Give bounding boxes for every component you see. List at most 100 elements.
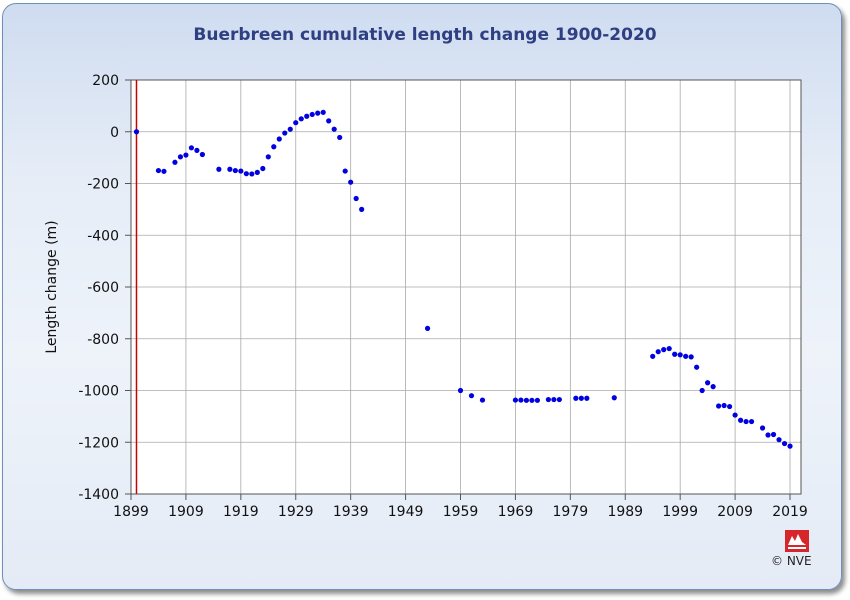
data-point bbox=[161, 168, 167, 174]
x-tick-label: 2009 bbox=[717, 504, 753, 520]
x-tick-label: 1969 bbox=[498, 504, 534, 520]
y-tick-label: -1400 bbox=[78, 487, 119, 503]
data-point bbox=[315, 110, 321, 116]
data-point bbox=[326, 118, 332, 124]
data-point bbox=[518, 397, 524, 403]
data-point bbox=[611, 395, 617, 401]
data-point bbox=[227, 166, 233, 172]
data-point bbox=[348, 179, 354, 185]
data-point bbox=[479, 397, 486, 403]
data-point bbox=[716, 403, 722, 409]
data-point bbox=[759, 425, 766, 431]
chart-title: Buerbreen cumulative length change 1900-… bbox=[193, 25, 657, 45]
data-point bbox=[748, 418, 755, 425]
data-point bbox=[243, 171, 249, 177]
data-point bbox=[765, 432, 771, 438]
data-points bbox=[133, 109, 793, 449]
data-point bbox=[309, 111, 315, 118]
data-point bbox=[331, 126, 337, 132]
data-point bbox=[694, 364, 700, 370]
data-point bbox=[743, 418, 749, 425]
data-point bbox=[249, 171, 255, 177]
y-tick-label: -1000 bbox=[78, 384, 119, 400]
y-tick-label: -1200 bbox=[78, 435, 119, 451]
data-point bbox=[578, 395, 584, 401]
y-tick-label: -800 bbox=[87, 332, 119, 348]
data-point bbox=[688, 354, 694, 360]
data-point bbox=[683, 353, 689, 359]
data-point bbox=[584, 395, 590, 401]
data-point bbox=[216, 166, 222, 172]
data-point bbox=[468, 393, 475, 399]
data-point bbox=[787, 443, 793, 449]
data-point bbox=[265, 154, 271, 160]
data-point bbox=[133, 129, 140, 135]
copyright-text: © NVE bbox=[771, 554, 812, 568]
data-point bbox=[672, 351, 678, 357]
data-point bbox=[699, 387, 705, 394]
x-tick-label: 1909 bbox=[168, 504, 204, 520]
data-point bbox=[705, 380, 711, 386]
data-point bbox=[188, 145, 195, 151]
data-point bbox=[666, 345, 672, 352]
data-point bbox=[232, 167, 238, 174]
data-point bbox=[177, 154, 184, 160]
y-tick-label: -600 bbox=[87, 280, 119, 296]
data-point bbox=[276, 136, 282, 142]
data-point bbox=[353, 195, 359, 202]
data-point bbox=[710, 384, 716, 390]
data-point bbox=[545, 396, 551, 403]
data-point bbox=[260, 165, 266, 172]
data-point bbox=[721, 402, 727, 409]
data-point bbox=[271, 144, 277, 150]
data-point bbox=[650, 353, 656, 359]
data-point bbox=[677, 352, 683, 358]
data-point bbox=[304, 113, 310, 119]
data-point bbox=[776, 437, 782, 443]
x-tick-label: 1919 bbox=[223, 504, 259, 520]
axes: 1899 1909 1919 1929 1939 1949 1959 1969 1979 1989… bbox=[78, 73, 808, 520]
data-point bbox=[194, 147, 200, 153]
data-point bbox=[573, 395, 579, 401]
data-point bbox=[512, 397, 519, 403]
data-point bbox=[781, 440, 788, 447]
x-tick-label: 1989 bbox=[607, 504, 643, 520]
y-axis-label: Length change (m) bbox=[44, 220, 60, 353]
data-point bbox=[238, 168, 244, 174]
y-tick-label: 200 bbox=[92, 73, 119, 89]
data-point bbox=[342, 168, 348, 174]
data-point bbox=[320, 109, 326, 115]
data-point bbox=[737, 417, 744, 423]
data-point bbox=[282, 130, 288, 136]
x-tick-label: 1929 bbox=[278, 504, 314, 520]
x-tick-label: 1999 bbox=[662, 504, 698, 520]
data-point bbox=[732, 412, 738, 418]
y-tick-label: -400 bbox=[87, 228, 119, 244]
x-tick-label: 1939 bbox=[333, 504, 369, 520]
data-point bbox=[457, 387, 464, 394]
data-point bbox=[551, 396, 557, 403]
data-point bbox=[727, 403, 733, 410]
x-tick-label: 2019 bbox=[772, 504, 808, 520]
data-point bbox=[287, 126, 293, 132]
data-point bbox=[199, 151, 205, 158]
data-point bbox=[359, 206, 365, 212]
data-point bbox=[337, 134, 343, 141]
data-point bbox=[293, 120, 299, 126]
data-point bbox=[155, 167, 162, 174]
data-point bbox=[529, 397, 535, 403]
data-point bbox=[556, 396, 562, 403]
data-point bbox=[655, 349, 661, 355]
x-tick-label: 1959 bbox=[443, 504, 479, 520]
data-point bbox=[298, 116, 304, 122]
data-point bbox=[661, 347, 667, 353]
data-point bbox=[523, 397, 530, 403]
y-tick-label: 0 bbox=[110, 125, 119, 141]
x-tick-label: 1949 bbox=[388, 504, 424, 520]
data-point bbox=[770, 431, 777, 438]
data-point bbox=[534, 397, 540, 403]
data-point bbox=[183, 152, 189, 158]
x-tick-label: 1899 bbox=[113, 504, 149, 520]
y-tick-label: -200 bbox=[87, 177, 119, 193]
